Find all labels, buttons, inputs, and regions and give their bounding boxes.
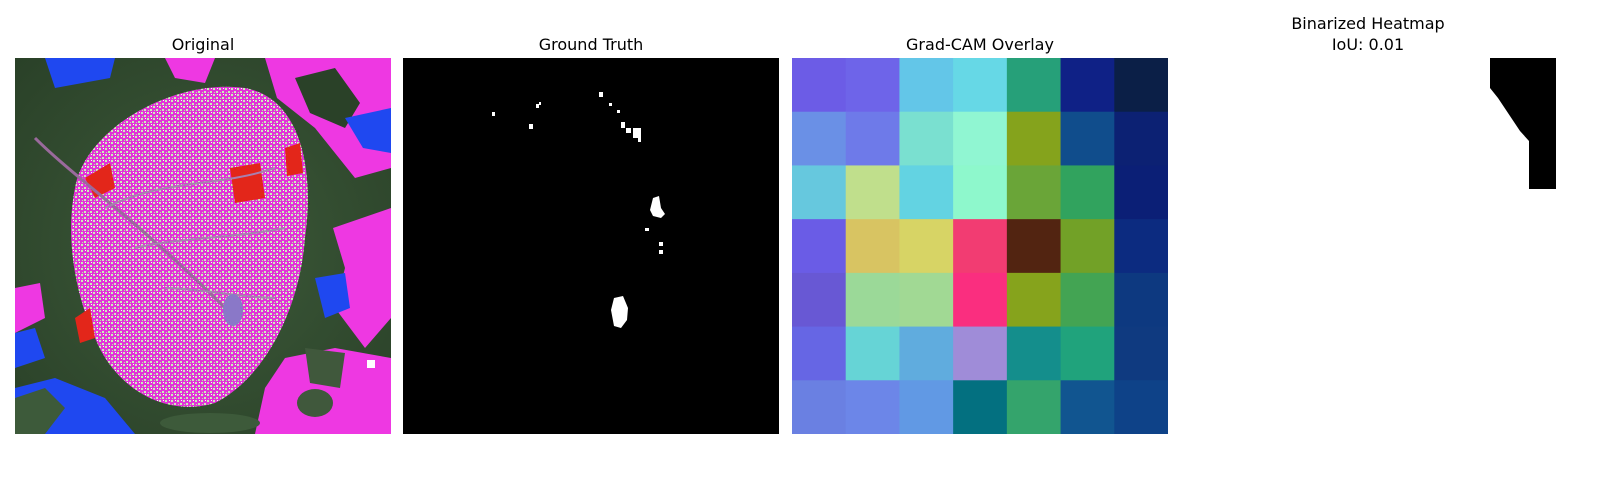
gradcam-cell [792,326,847,381]
gradcam-cell [1006,219,1062,274]
gradcam-cell [845,111,900,166]
gradcam-cell [1060,58,1115,113]
gradcam-cell [792,219,847,274]
gradcam-cell [1006,380,1062,434]
binarized-heatmap [1180,58,1556,434]
gradcam-cell [899,111,954,166]
gradcam-cell [1114,219,1168,274]
gradcam-cell [953,272,1008,328]
gradcam-cell [899,326,954,381]
gradcam-cell [1006,111,1062,166]
gradcam-cell [792,111,847,166]
gradcam-cell [1060,272,1115,328]
gradcam-cell [792,58,847,113]
gradcam-overlay [792,58,1168,434]
binarized-mask [1180,58,1556,434]
gradcam-cell [1006,326,1062,381]
gradcam-cell [953,165,1008,220]
gradcam-cell [953,380,1008,434]
gradcam-cell [792,380,847,434]
gradcam-cell [1114,165,1168,220]
gradcam-cell [845,380,900,434]
ground-truth-title: Ground Truth [538,35,644,54]
gradcam-cell [845,272,900,328]
gradcam-cell [845,326,900,381]
gradcam-cell [1114,272,1168,328]
mask-image [403,58,779,434]
gradcam-cell [953,111,1008,166]
gradcam-cell [953,219,1008,274]
gradcam-cell [1060,111,1115,166]
gradcam-cell [845,165,900,220]
binarized-title: Binarized Heatmap [1291,14,1445,33]
gradcam-cell [845,58,900,113]
leaf-photo [15,58,391,434]
gradcam-cell [1006,58,1062,113]
gradcam-cell [1114,111,1168,166]
gradcam-cell [1114,58,1168,113]
gradcam-cell [792,165,847,220]
ground-truth-mask [403,58,779,434]
iou-score: IoU: 0.01 [1331,35,1405,54]
gradcam-cell [899,219,954,274]
gradcam-cell [953,326,1008,381]
gradcam-cell [1006,165,1062,220]
gradcam-cell [953,58,1008,113]
gradcam-cell [1114,326,1168,381]
gradcam-cell [1060,219,1115,274]
gradcam-cell [899,58,954,113]
gradcam-cell [1006,272,1062,328]
gradcam-cell [1114,380,1168,434]
gradcam-grid [792,58,1168,434]
gradcam-cell [1060,326,1115,381]
gradcam-cell [1060,165,1115,220]
original-image [15,58,391,434]
gradcam-cell [899,165,954,220]
gradcam-cell [899,380,954,434]
gradcam-title: Grad-CAM Overlay [906,35,1054,54]
gradcam-cell [845,219,900,274]
gradcam-cell [792,272,847,328]
gradcam-cell [1060,380,1115,434]
gradcam-cell [899,272,954,328]
original-title: Original [171,35,235,54]
